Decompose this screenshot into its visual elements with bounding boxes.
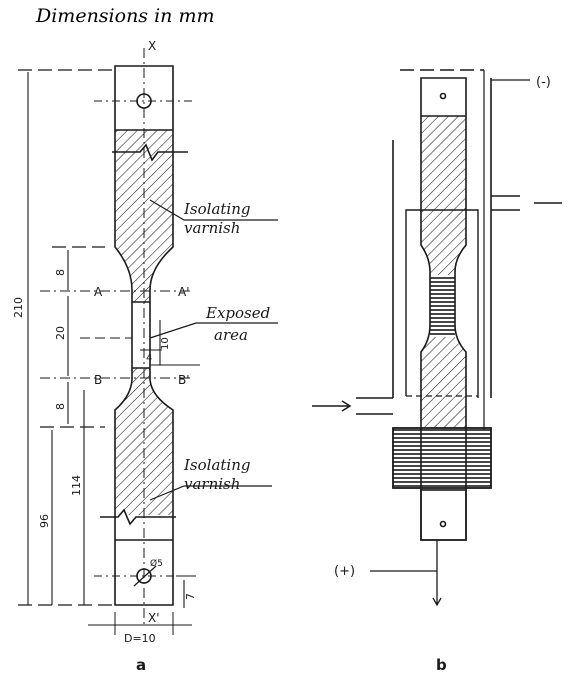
dim-8-bottom-text: 8 — [54, 403, 67, 410]
dim-20-text: 20 — [54, 326, 67, 340]
dim-4-text: 4 — [146, 353, 152, 364]
panel-b-labels: (-) (+) b — [334, 75, 551, 674]
leader-varnish-top — [149, 199, 278, 221]
outlet-arrow — [432, 597, 442, 607]
section-a-label: A — [94, 285, 103, 299]
leader-exposed — [149, 322, 278, 339]
bottom-grip-b — [420, 489, 467, 541]
electrolyte-bath — [392, 427, 492, 489]
dim-10-text: 10 — [160, 337, 171, 350]
section-b-prime-label: B' — [178, 373, 190, 387]
lower-varnish-region-b — [421, 337, 466, 428]
upper-varnish-region-b — [421, 116, 466, 275]
section-a-prime-label: A' — [178, 285, 190, 299]
negative-terminal-label: (-) — [536, 75, 551, 90]
leader-varnish-bottom — [149, 485, 272, 501]
panel-b — [312, 69, 562, 607]
positive-terminal-label: (+) — [334, 564, 355, 579]
lower-varnish-region-a — [115, 368, 173, 515]
figure-title: Dimensions in mm — [35, 5, 215, 27]
varnish-bottom-label-line1: Isolating — [183, 456, 250, 474]
panel-b-caption: b — [436, 656, 447, 674]
diameter-text: D=10 — [124, 632, 156, 645]
section-b-label: B — [94, 373, 102, 387]
axis-x-top-label: X — [148, 39, 156, 53]
dim-7-text: 7 — [184, 593, 197, 600]
panel-a-labels: X X' Isolating varnish Exposed area Isol… — [12, 39, 270, 674]
dim-114-text: 114 — [70, 475, 83, 496]
dim-210-text: 210 — [12, 297, 25, 318]
cell-jacket — [405, 209, 479, 398]
exposed-area-label-line2: area — [214, 326, 248, 344]
break-mark-bottom — [100, 508, 176, 526]
hole-size-text: Ø5 — [150, 558, 163, 569]
exposed-area-label-line1: Exposed — [205, 304, 270, 322]
varnish-top-label-line1: Isolating — [183, 200, 250, 218]
inlet-arrow — [312, 400, 352, 412]
dim-96-text: 96 — [38, 514, 51, 528]
dim-8-top-text: 8 — [54, 269, 67, 276]
panel-a — [18, 48, 278, 635]
varnish-bottom-label-line2: varnish — [184, 475, 240, 493]
exposed-gauge-b — [430, 275, 455, 337]
panel-a-caption: a — [136, 656, 146, 674]
varnish-top-label-line2: varnish — [184, 219, 240, 237]
axis-x-bottom-label: X' — [148, 611, 160, 625]
top-hole-b — [439, 92, 447, 100]
break-mark-top — [112, 143, 188, 162]
